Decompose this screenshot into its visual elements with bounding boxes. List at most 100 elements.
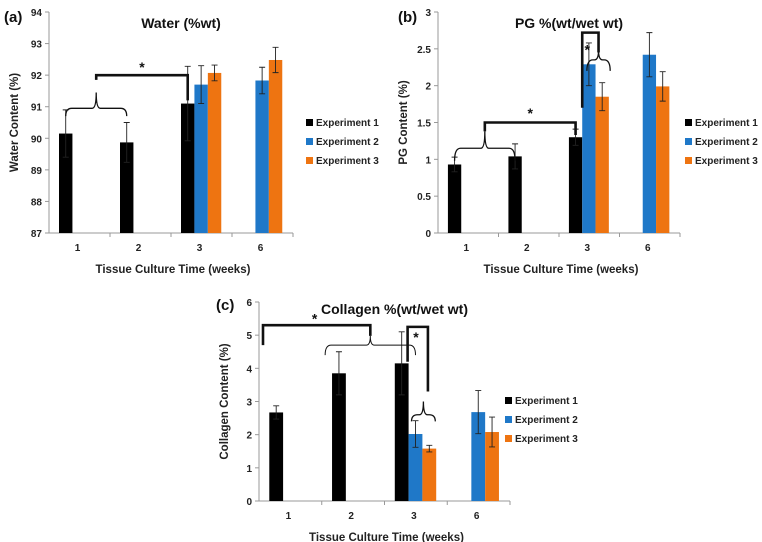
y-tick-label: 4 xyxy=(246,364,252,375)
x-axis-label: Tissue Culture Time (weeks) xyxy=(309,532,464,542)
y-tick-label: 1.5 xyxy=(417,119,431,130)
significance-star: * xyxy=(139,59,145,75)
y-tick-label: 1 xyxy=(425,155,431,166)
x-tick-label: 3 xyxy=(197,243,203,254)
bar-experiment-3-week-3 xyxy=(422,448,437,501)
bar-experiment-1-week-3 xyxy=(568,137,583,233)
legend-label: Experiment 3 xyxy=(316,156,379,167)
bar-experiment-3-week-3 xyxy=(207,72,222,233)
error-bar xyxy=(335,351,342,396)
legend-swatch xyxy=(685,138,692,145)
error-bar xyxy=(412,420,419,448)
bar-experiment-2-week-6 xyxy=(642,54,657,233)
error-bar xyxy=(198,65,205,105)
significance-bracket xyxy=(406,325,430,392)
y-tick-label: 2 xyxy=(425,82,431,93)
legend-swatch xyxy=(685,119,692,126)
x-tick-label: 2 xyxy=(524,243,530,254)
error-bar xyxy=(272,46,279,74)
panel-label: (b) xyxy=(398,9,417,26)
significance-bracket xyxy=(261,323,372,346)
x-tick-label: 1 xyxy=(75,243,81,254)
significance-brace xyxy=(410,401,436,422)
bar-experiment-3-week-6 xyxy=(485,432,499,501)
x-axis-label: Tissue Culture Time (weeks) xyxy=(484,264,639,276)
y-tick-label: 5 xyxy=(246,331,252,342)
bar-experiment-1-week-1 xyxy=(269,412,284,501)
bar-experiment-2-week-3 xyxy=(408,434,423,501)
legend-swatch xyxy=(505,397,512,404)
y-tick-label: 2 xyxy=(246,431,252,442)
bar-experiment-1-week-1 xyxy=(447,164,462,233)
y-tick-label: 6 xyxy=(246,298,252,309)
legend-label: Experiment 2 xyxy=(515,415,578,426)
bar-experiment-1-week-3 xyxy=(394,363,409,501)
error-bar xyxy=(585,42,592,87)
y-axis-label: Water Content (%) xyxy=(9,73,21,172)
bar-experiment-2-week-3 xyxy=(194,84,208,233)
y-tick-label: 88 xyxy=(31,197,43,208)
y-tick-label: 0.5 xyxy=(417,192,431,203)
bar-experiment-3-week-6 xyxy=(268,59,283,233)
bar-experiment-3-week-3 xyxy=(595,96,609,233)
chart-water: 87 88 89 90 91 92 93 94 1 2 3 6 (a) Water (%wt) Tissue… xyxy=(4,8,379,276)
error-bar xyxy=(489,416,496,448)
error-bar xyxy=(426,444,433,453)
y-tick-label: 0 xyxy=(425,229,431,240)
chart-title: PG %(wt/wet wt) xyxy=(515,15,623,31)
error-bar xyxy=(599,82,606,112)
significance-bracket xyxy=(580,31,600,108)
y-axis-label: Collagen Content (%) xyxy=(219,343,231,459)
legend-label: Experiment 3 xyxy=(515,434,578,445)
panel-label: (c) xyxy=(216,297,234,314)
legend-label: Experiment 2 xyxy=(316,137,379,148)
legend-swatch xyxy=(505,435,512,442)
error-bar xyxy=(659,71,666,102)
legend-label: Experiment 1 xyxy=(695,118,758,129)
bar-experiment-2-week-6 xyxy=(471,412,486,501)
legend-label: Experiment 1 xyxy=(316,118,379,129)
bar-experiment-2-week-6 xyxy=(255,80,269,233)
legend-swatch xyxy=(505,416,512,423)
significance-star: * xyxy=(527,105,533,121)
x-tick-label: 6 xyxy=(258,243,264,254)
chart-collagen: 0 1 2 3 4 5 6 1 2 3 6 (c) Collagen %(wt/wet wt) Tissu… xyxy=(216,297,578,542)
x-tick-label: 1 xyxy=(463,243,469,254)
significance-star: * xyxy=(413,329,419,345)
error-bar xyxy=(646,32,653,78)
y-axis-label: PG Content (%) xyxy=(398,80,410,164)
chart-title: Collagen %(wt/wet wt) xyxy=(321,301,468,317)
error-bar xyxy=(273,405,280,420)
y-tick-label: 91 xyxy=(31,103,43,114)
bar-experiment-2-week-3 xyxy=(582,64,596,233)
x-tick-label: 3 xyxy=(411,511,417,522)
significance-star: * xyxy=(312,311,318,327)
y-tick-label: 92 xyxy=(31,71,43,82)
bar-experiment-1-week-1 xyxy=(59,133,73,233)
error-bar xyxy=(211,64,218,82)
y-tick-label: 0 xyxy=(246,497,252,508)
y-tick-label: 3 xyxy=(425,8,431,19)
y-tick-label: 90 xyxy=(31,134,43,145)
legend-swatch xyxy=(685,157,692,164)
legend-label: Experiment 2 xyxy=(695,137,758,148)
y-tick-label: 94 xyxy=(31,8,43,19)
legend-swatch xyxy=(306,138,313,145)
error-bar xyxy=(123,122,130,163)
bar-experiment-1-week-2 xyxy=(120,142,134,233)
x-tick-label: 2 xyxy=(136,243,142,254)
error-bar xyxy=(475,390,482,435)
bar-experiment-1-week-2 xyxy=(508,156,522,233)
x-tick-label: 2 xyxy=(348,511,354,522)
y-tick-label: 87 xyxy=(31,229,43,240)
significance-bracket xyxy=(483,121,577,136)
error-bar xyxy=(398,331,405,396)
y-tick-label: 1 xyxy=(246,464,252,475)
y-tick-label: 89 xyxy=(31,166,43,177)
significance-brace xyxy=(453,131,516,161)
significance-bracket xyxy=(94,73,190,101)
chart-pg: 0 0.5 1 1.5 2 2.5 3 1 2 3 6 (b) PG %(wt/wet wt) Tissu… xyxy=(398,8,758,276)
legend-label: Experiment 1 xyxy=(515,396,578,407)
y-tick-label: 2.5 xyxy=(417,45,431,56)
